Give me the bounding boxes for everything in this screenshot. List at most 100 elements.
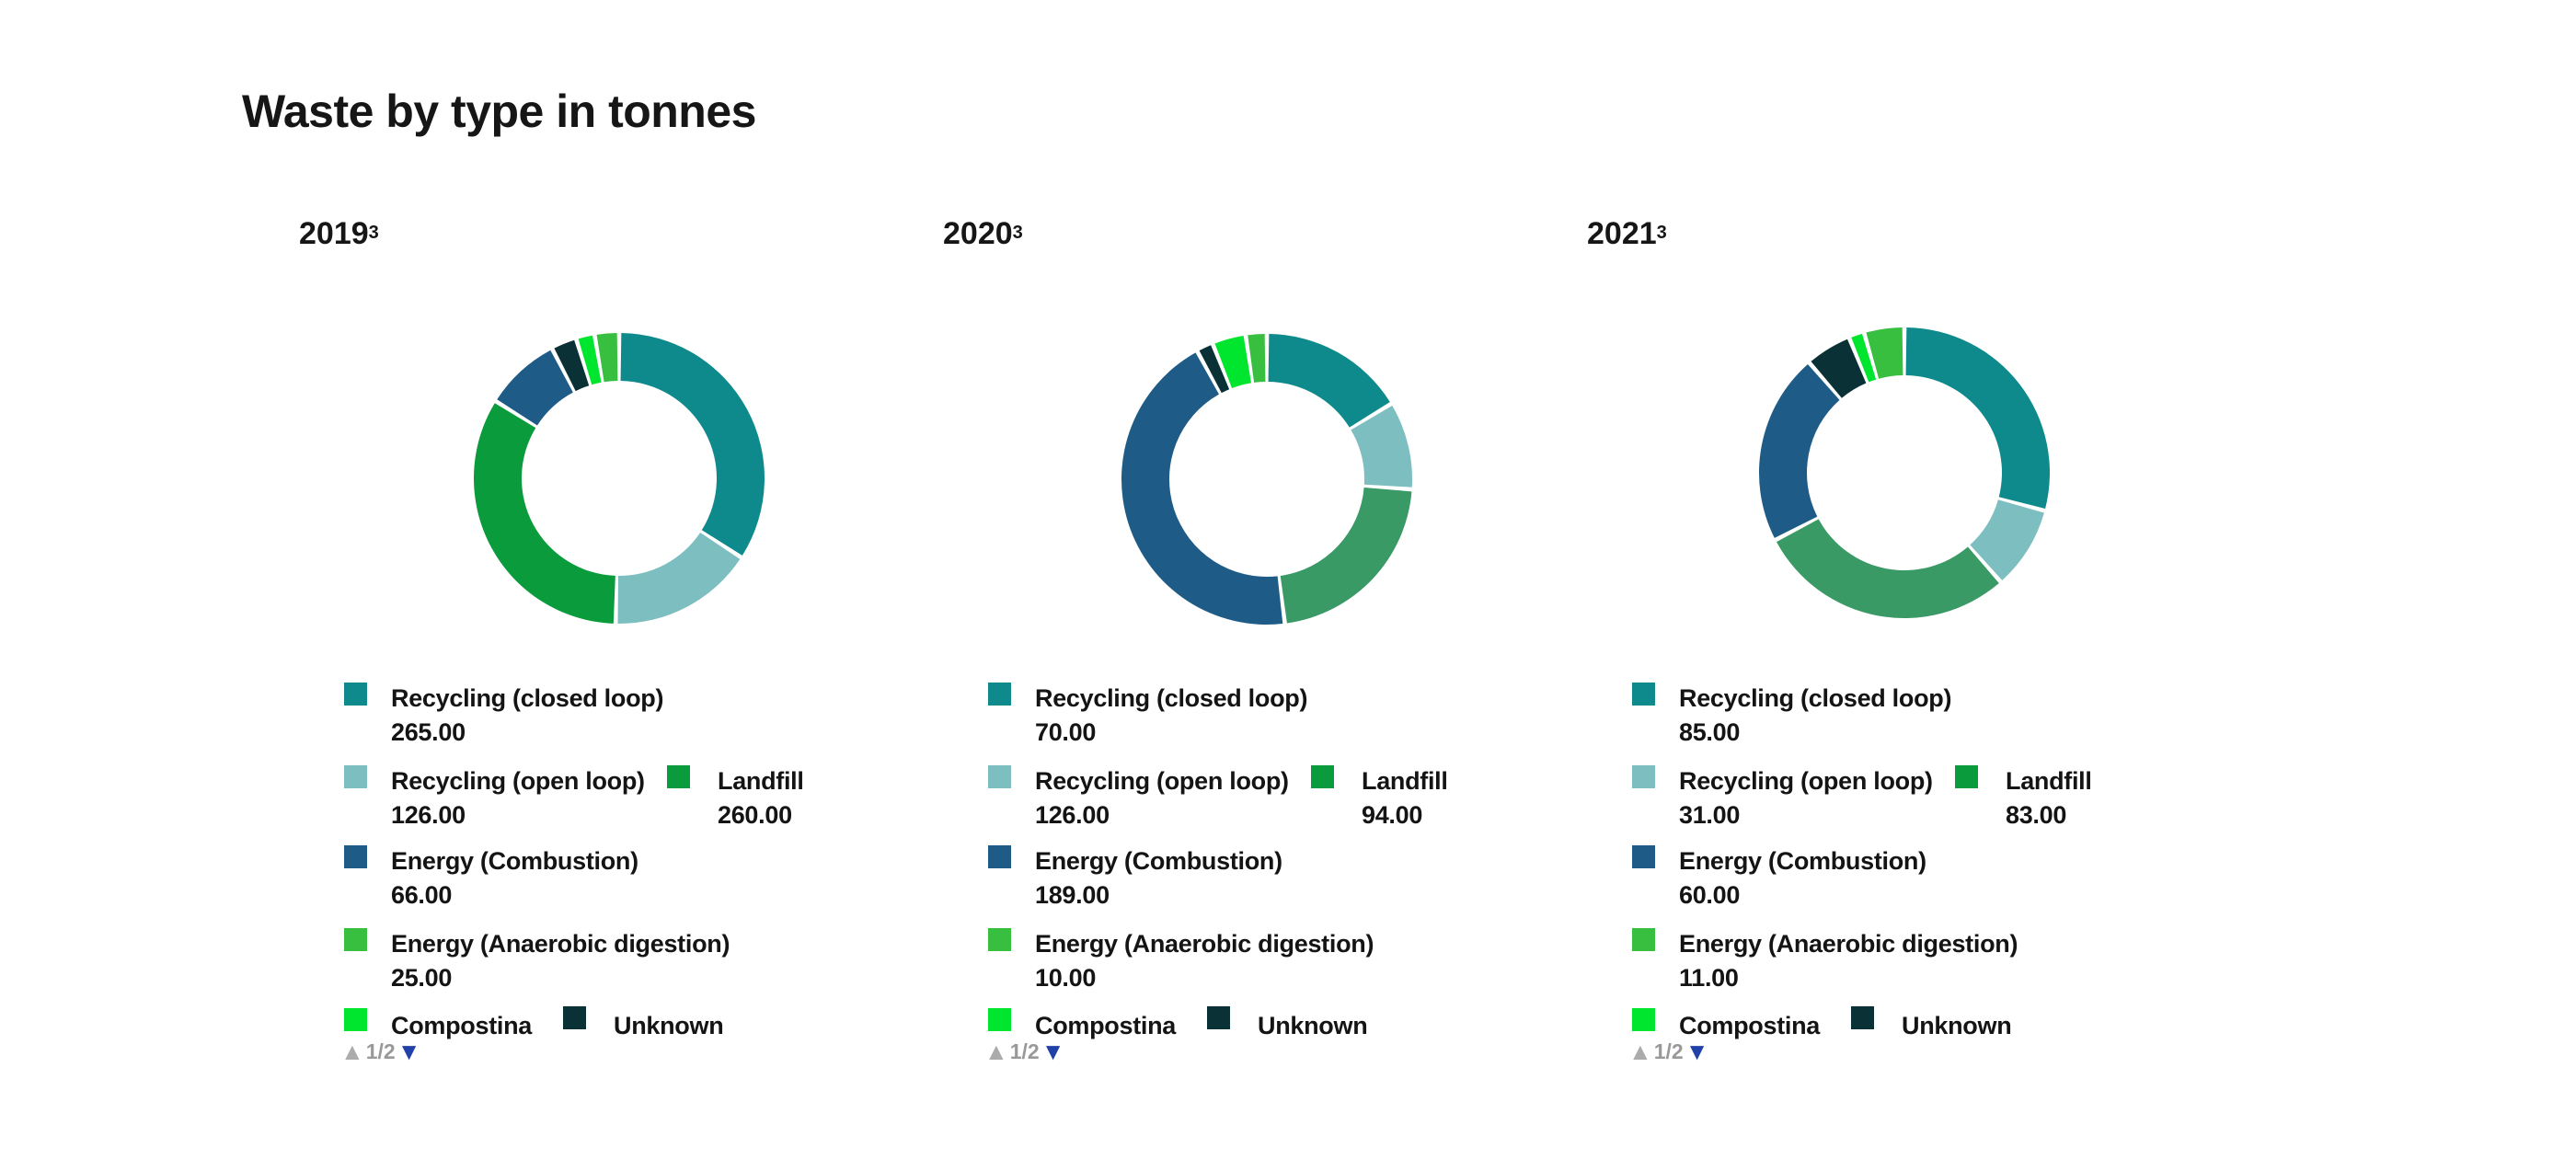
year-label-2020: 20203 [943, 217, 1023, 249]
legend-value-recycling-closed: 70.00 [1035, 718, 1097, 746]
donut-slice-recycling-open-loop [617, 532, 741, 624]
legend-label-recycling-open: Recycling (open loop) [391, 767, 645, 795]
donut-slice-recycling-open-loop [1351, 406, 1412, 488]
legend-swatch-recycling-closed [344, 683, 367, 706]
legend-scroll-up-icon[interactable]: ▲ [1628, 1038, 1652, 1065]
legend-value-landfill: 83.00 [2006, 801, 2067, 829]
donut-slice-unknown [1199, 345, 1230, 394]
footnote-marker: 3 [1012, 223, 1023, 243]
legend-label-energy-anaerobic: Energy (Anaerobic digestion) [391, 930, 730, 958]
legend-swatch-energy-anaerobic [1632, 928, 1655, 951]
legend-value-landfill: 94.00 [1362, 801, 1423, 829]
legend-swatch-unknown [563, 1006, 586, 1029]
legend-swatch-landfill [1311, 765, 1334, 788]
legend-scroll-down-icon[interactable]: ▼ [397, 1038, 421, 1065]
legend-label-unknown: Unknown [1902, 1012, 2012, 1039]
legend-swatch-landfill [667, 765, 690, 788]
legend-swatch-energy-anaerobic [344, 928, 367, 951]
donut-chart-2021 [1759, 327, 2050, 619]
legend-swatch-energy-combustion [988, 845, 1011, 868]
year-text: 2019 [299, 216, 369, 251]
legend-label-recycling-open: Recycling (open loop) [1679, 767, 1933, 795]
legend-value-recycling-open: 126.00 [391, 801, 466, 829]
legend-label-recycling-closed: Recycling (closed loop) [1035, 684, 1308, 712]
year-text: 2020 [943, 216, 1013, 251]
legend-label-recycling-closed: Recycling (closed loop) [391, 684, 664, 712]
donut-slice-recycling-closed-loop [620, 333, 765, 556]
donut-chart-2020 [1121, 334, 1412, 625]
legend-pager: ▲ 1/2 ▼ [984, 1038, 1064, 1065]
legend-swatch-recycling-closed [1632, 683, 1655, 706]
legend-swatch-recycling-closed [988, 683, 1011, 706]
legend-value-recycling-closed: 85.00 [1679, 718, 1741, 746]
donut-slice-energy-combustion [497, 350, 573, 426]
legend-label-landfill: Landfill [2006, 767, 2092, 795]
legend-swatch-unknown [1851, 1006, 1874, 1029]
legend-label-recycling-open: Recycling (open loop) [1035, 767, 1289, 795]
legend-label-landfill: Landfill [718, 767, 804, 795]
legend-value-energy-anaerobic: 25.00 [391, 964, 453, 992]
legend-swatch-energy-combustion [1632, 845, 1655, 868]
legend-label-energy-combustion: Energy (Combustion) [1679, 847, 1926, 875]
legend-page-indicator: 1/2 [365, 1039, 396, 1063]
legend-label-landfill: Landfill [1362, 767, 1448, 795]
legend-value-energy-anaerobic: 10.00 [1035, 964, 1097, 992]
legend-label-unknown: Unknown [614, 1012, 724, 1039]
footnote-marker: 3 [368, 223, 379, 243]
legend-label-composting: Compostina [1679, 1012, 1821, 1039]
legend-value-energy-anaerobic: 11.00 [1679, 964, 1739, 992]
chart-block-2020: 20203 Recycling (closed loop) 70.00 Recy… [943, 0, 1587, 1159]
legend-swatch-composting [344, 1008, 367, 1031]
donut-slice-recycling-closed-loop [1268, 334, 1390, 428]
legend-swatch-unknown [1207, 1006, 1230, 1029]
legend-label-composting: Compostina [1035, 1012, 1177, 1039]
donut-slice-energy-anaerobic-digestion [596, 333, 618, 383]
legend-scroll-up-icon[interactable]: ▲ [984, 1038, 1008, 1065]
legend-value-recycling-closed: 265.00 [391, 718, 466, 746]
donut-slice-composting [1851, 333, 1877, 383]
donut-slice-energy-anaerobic-digestion [1248, 334, 1266, 383]
chart-block-2021: 20213 Recycling (closed loop) 85.00 Recy… [1587, 0, 2231, 1159]
legend-value-recycling-open: 126.00 [1035, 801, 1110, 829]
legend-value-landfill: 260.00 [718, 801, 792, 829]
donut-slice-landfill [474, 403, 615, 624]
donut-slice-energy-combustion [1121, 352, 1283, 625]
legend-swatch-recycling-open [988, 765, 1011, 788]
legend-label-recycling-closed: Recycling (closed loop) [1679, 684, 1952, 712]
legend-pager: ▲ 1/2 ▼ [1628, 1038, 1708, 1065]
chart-block-2019: 20193 Recycling (closed loop) 265.00 Rec… [299, 0, 943, 1159]
donut-slice-composting [1214, 336, 1251, 389]
legend-value-energy-combustion: 60.00 [1679, 881, 1741, 909]
legend-label-energy-combustion: Energy (Combustion) [391, 847, 638, 875]
legend-label-unknown: Unknown [1258, 1012, 1368, 1039]
donut-slice-unknown [1811, 339, 1867, 398]
legend-swatch-recycling-open [1632, 765, 1655, 788]
legend-label-energy-anaerobic: Energy (Anaerobic digestion) [1035, 930, 1374, 958]
legend-scroll-down-icon[interactable]: ▼ [1041, 1038, 1065, 1065]
legend-label-energy-anaerobic: Energy (Anaerobic digestion) [1679, 930, 2018, 958]
footnote-marker: 3 [1656, 223, 1667, 243]
donut-slice-recycling-closed-loop [1905, 327, 2050, 510]
legend-pager: ▲ 1/2 ▼ [340, 1038, 420, 1065]
donut-slice-landfill [1776, 519, 1999, 619]
legend-swatch-landfill [1955, 765, 1978, 788]
legend-scroll-down-icon[interactable]: ▼ [1685, 1038, 1709, 1065]
donut-chart-2019 [474, 333, 765, 624]
legend-label-energy-combustion: Energy (Combustion) [1035, 847, 1282, 875]
legend-scroll-up-icon[interactable]: ▲ [340, 1038, 364, 1065]
legend-swatch-composting [1632, 1008, 1655, 1031]
legend-swatch-energy-combustion [344, 845, 367, 868]
legend-swatch-recycling-open [344, 765, 367, 788]
donut-slice-recycling-open-loop [1970, 499, 2044, 580]
donut-slice-energy-anaerobic-digestion [1866, 327, 1903, 379]
legend-value-energy-combustion: 66.00 [391, 881, 453, 909]
legend-swatch-energy-anaerobic [988, 928, 1011, 951]
year-text: 2021 [1587, 216, 1657, 251]
year-label-2021: 20213 [1587, 217, 1667, 249]
donut-slice-energy-combustion [1759, 363, 1840, 538]
donut-slice-landfill [1280, 487, 1412, 624]
donut-slice-unknown [554, 339, 590, 392]
legend-page-indicator: 1/2 [1009, 1039, 1040, 1063]
legend-value-energy-combustion: 189.00 [1035, 881, 1110, 909]
year-label-2019: 20193 [299, 217, 379, 249]
